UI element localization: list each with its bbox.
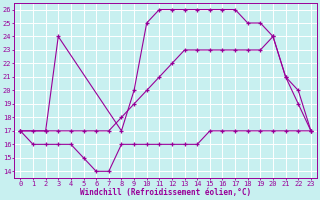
X-axis label: Windchill (Refroidissement éolien,°C): Windchill (Refroidissement éolien,°C) — [80, 188, 251, 197]
